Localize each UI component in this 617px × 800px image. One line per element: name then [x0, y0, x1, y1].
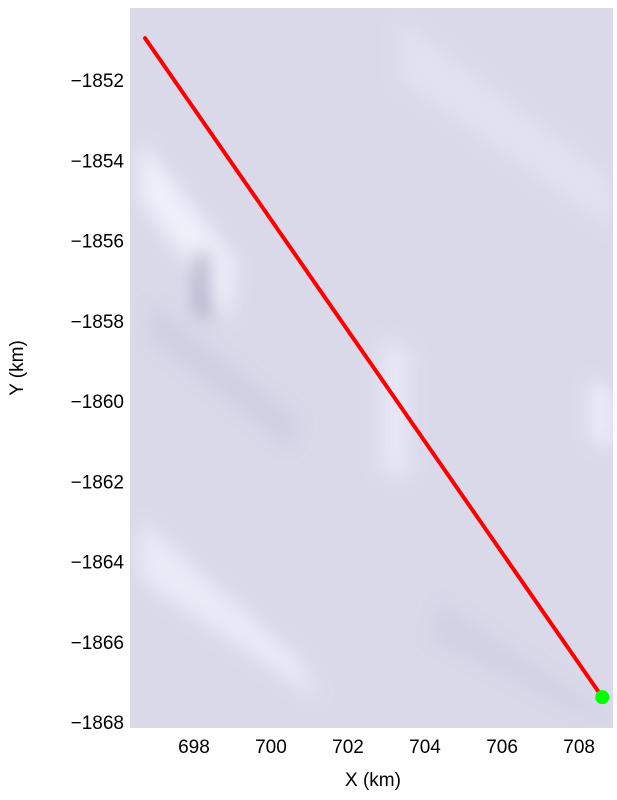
y-tick-label: −1860	[71, 392, 124, 413]
y-tick-label: −1858	[71, 312, 124, 333]
end-point	[595, 690, 609, 704]
x-tick-label: 704	[409, 737, 441, 758]
chart: X (km) Y (km) 698 700 702 704 706 708 −1852 −18…	[0, 0, 617, 800]
y-tick-label: −1864	[71, 553, 125, 574]
y-tick-label: −1856	[71, 232, 124, 253]
x-tick-label: 706	[486, 737, 518, 758]
y-tick-label: −1868	[71, 713, 124, 734]
y-tick-label: −1866	[71, 633, 124, 654]
x-tick-label: 702	[332, 737, 364, 758]
y-axis-label: Y (km)	[7, 340, 28, 396]
x-tick-label: 708	[563, 737, 595, 758]
x-tick-label: 700	[255, 737, 287, 758]
x-tick-label: 698	[178, 737, 210, 758]
y-tick-label: −1862	[71, 472, 124, 493]
y-tick-label: −1852	[71, 71, 124, 92]
y-tick-label: −1854	[71, 151, 125, 172]
x-axis-label: X (km)	[345, 770, 401, 791]
